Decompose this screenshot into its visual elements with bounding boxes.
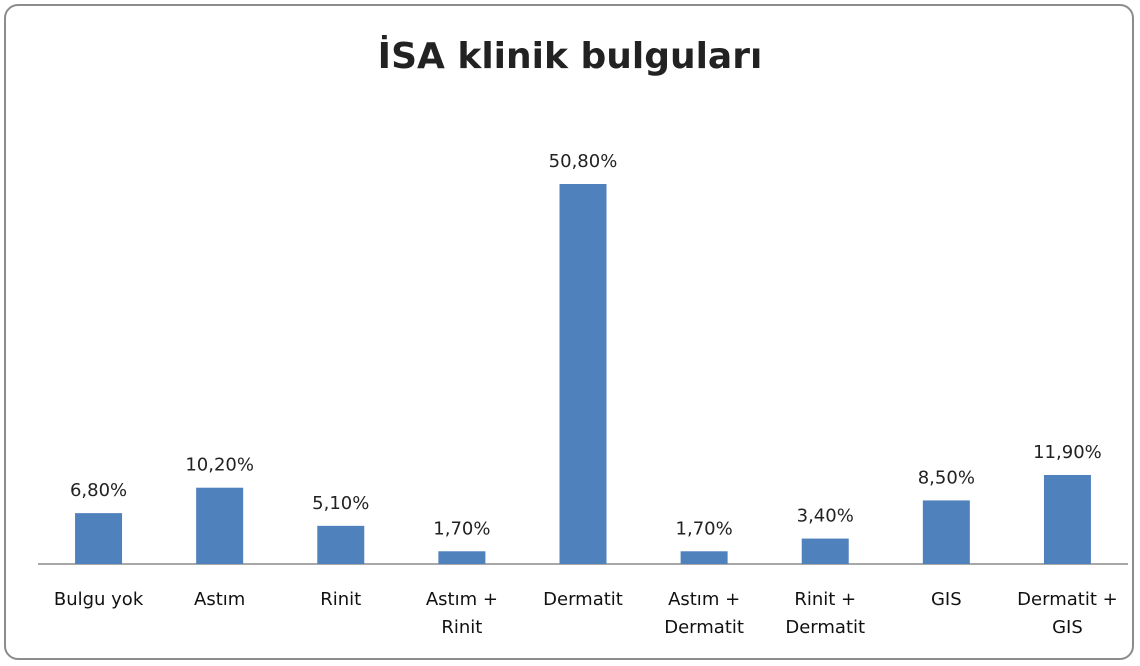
bar [317,525,365,564]
value-label: 5,10% [312,493,369,514]
bar [75,513,123,564]
value-label: 50,80% [549,151,618,172]
value-label: 1,70% [676,518,733,539]
value-label: 6,80% [70,480,127,501]
value-label: 8,50% [918,467,975,488]
bar [801,538,849,564]
x-tick-label: Astım + Dermatit [664,589,744,638]
bar [1043,474,1091,564]
bar [559,184,607,564]
x-tick-label: Astım + Rinit [425,589,498,638]
x-tick-label: GIS [930,589,962,610]
chart-frame [4,4,1134,660]
value-label: 11,90% [1033,442,1102,463]
bar [680,551,728,564]
value-label: 3,40% [797,506,854,527]
value-label: 10,20% [185,455,254,476]
x-tick-label: Astım [194,589,246,610]
x-tick-label: Dermatit + GIS [1017,589,1118,638]
x-tick-label: Bulgu yok [53,589,144,610]
x-tick-label: Rinit + Dermatit [785,589,866,638]
bar [922,500,970,564]
value-label: 1,70% [433,518,490,539]
x-tick-label: Rinit [320,589,362,610]
x-tick-label: Dermatit [543,589,623,610]
bar [196,487,244,564]
chart-title: İSA klinik bulguları [378,35,763,77]
bar [438,551,486,564]
